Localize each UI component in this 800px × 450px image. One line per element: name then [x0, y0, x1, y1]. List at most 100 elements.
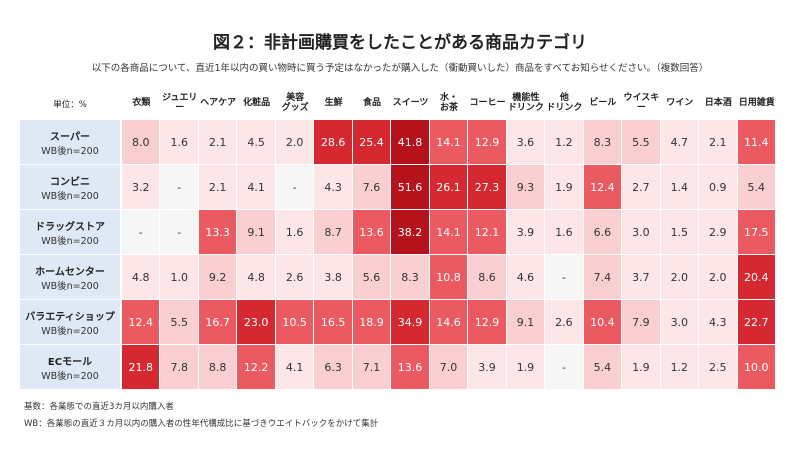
heat-cell: 14.1 [429, 210, 469, 255]
cell-label: 5.4 [747, 180, 766, 194]
heat-cell: 4.3 [314, 165, 353, 210]
heat-cell: 2.1 [198, 120, 238, 165]
cell-label: 17.5 [744, 225, 769, 239]
heat-cell: 14.1 [429, 120, 469, 165]
cell-label: 10.4 [590, 315, 615, 329]
cell-label: 18.9 [359, 315, 384, 329]
heat-cell: 1.2 [660, 345, 700, 390]
cell-label: 12.4 [128, 315, 153, 329]
heat-cell: 3.9 [468, 345, 507, 390]
heat-cell: 10.0 [737, 345, 776, 390]
heat-cell: 8.0 [122, 120, 161, 165]
heat-cell: 2.9 [699, 210, 738, 255]
cell-label: 3.6 [516, 135, 535, 149]
cell-label: 10.0 [744, 360, 769, 374]
column-header: 衣類 [132, 98, 151, 109]
cell-label: 9.1 [247, 225, 265, 239]
cell-label: 1.9 [555, 180, 573, 194]
heat-cell: 20.4 [737, 255, 776, 300]
row-label: ドラッグストア WB後n=200 [20, 210, 120, 255]
heat-cell: - [275, 165, 315, 210]
heat-cell: 6.3 [314, 345, 353, 390]
heat-cell: 4.8 [122, 255, 161, 300]
cell-label: 1.9 [632, 360, 650, 374]
heat-cell: 5.5 [160, 300, 199, 345]
heat-cell: 2.0 [275, 120, 315, 165]
cell-label: 2.0 [709, 270, 727, 284]
cell-label: 8.3 [401, 270, 419, 284]
cell-label: 4.1 [247, 180, 265, 194]
cell-label: 3.9 [478, 360, 496, 374]
row-sample-size: WB後n=200 [41, 235, 99, 247]
cell-label: 12.9 [474, 135, 500, 149]
cell-label: 1.5 [670, 225, 689, 239]
cell-label: 21.8 [128, 360, 153, 374]
cell-label: 2.1 [709, 135, 727, 149]
heat-cell: 7.4 [583, 255, 623, 300]
cell-label: - [561, 270, 566, 284]
row-name: ホームセンター [35, 266, 105, 278]
heat-cell: 41.8 [391, 120, 430, 165]
row-label: コンビニ WB後n=200 [20, 165, 120, 210]
heat-cell: 7.8 [160, 345, 199, 390]
heat-cell: 9.2 [198, 255, 238, 300]
heat-cell: 17.5 [737, 210, 776, 255]
cell-label: 1.9 [516, 360, 535, 374]
heat-cell: 1.2 [545, 120, 584, 165]
heat-cell: - [160, 165, 199, 210]
cell-label: 20.4 [744, 270, 769, 284]
cell-label: 2.6 [285, 270, 304, 284]
row-name: コンビニ [50, 176, 90, 188]
heat-cell: 18.9 [352, 300, 392, 345]
heat-cell: 12.1 [468, 210, 507, 255]
cell-label: 27.3 [474, 180, 500, 194]
cell-label: 11.4 [744, 135, 769, 149]
footnote: 基数：各業態での直近3カ月以内購入者 [24, 402, 174, 412]
heat-cell: 1.9 [622, 345, 661, 390]
cell-label: 7.4 [593, 270, 612, 284]
cell-label: 1.6 [555, 225, 573, 239]
cell-label: 4.3 [324, 180, 342, 194]
heat-cell: 12.2 [237, 345, 276, 390]
heat-cell: 9.3 [506, 165, 546, 210]
cell-label: 4.5 [247, 135, 265, 149]
cell-label: 8.7 [324, 225, 342, 239]
heat-cell: 7.0 [429, 345, 469, 390]
chart-subtitle: 以下の各商品について、直近1年以内の買い物時に買う予定はなかったが購入した（衝動… [91, 63, 709, 74]
row-name: ドラッグストア [35, 221, 105, 233]
cell-label: 3.7 [632, 270, 650, 284]
column-header: 日本酒 [704, 98, 732, 109]
cell-label: 5.6 [362, 270, 381, 284]
heat-cell: 5.6 [352, 255, 392, 300]
row-sample-size: WB後n=200 [41, 325, 99, 337]
heat-cell: 38.2 [391, 210, 430, 255]
heat-cell: 2.7 [622, 165, 661, 210]
cell-label: - [177, 225, 182, 239]
row-name: バラエティショップ [25, 311, 115, 323]
heat-cell: 7.9 [622, 300, 661, 345]
cell-label: - [292, 180, 297, 194]
heat-cell: 0.9 [699, 165, 738, 210]
heat-cell: 26.1 [429, 165, 469, 210]
column-header: スイーツ [392, 98, 429, 109]
column-header: 機能性 ドリンク [507, 93, 544, 113]
heat-cell: 10.8 [429, 255, 469, 300]
heat-cell: 6.6 [583, 210, 623, 255]
heat-cell: 16.7 [198, 300, 238, 345]
heat-cell: 4.6 [506, 255, 546, 300]
heat-cell: 4.5 [237, 120, 276, 165]
cell-label: 28.6 [320, 135, 346, 149]
column-header: 化粧品 [243, 98, 271, 109]
cell-label: 41.8 [397, 135, 423, 149]
cell-label: 4.7 [670, 135, 689, 149]
cell-label: 12.4 [590, 180, 615, 194]
cell-label: 13.6 [359, 225, 384, 239]
heat-cell: 4.7 [660, 120, 700, 165]
cell-label: 12.2 [243, 360, 269, 374]
column-header: ヘアケア [200, 98, 237, 109]
cell-label: 14.6 [436, 315, 461, 329]
heat-cell: 1.9 [506, 345, 546, 390]
cell-label: 25.4 [359, 135, 384, 149]
heat-cell: 16.5 [314, 300, 353, 345]
heat-cell: 3.6 [506, 120, 546, 165]
